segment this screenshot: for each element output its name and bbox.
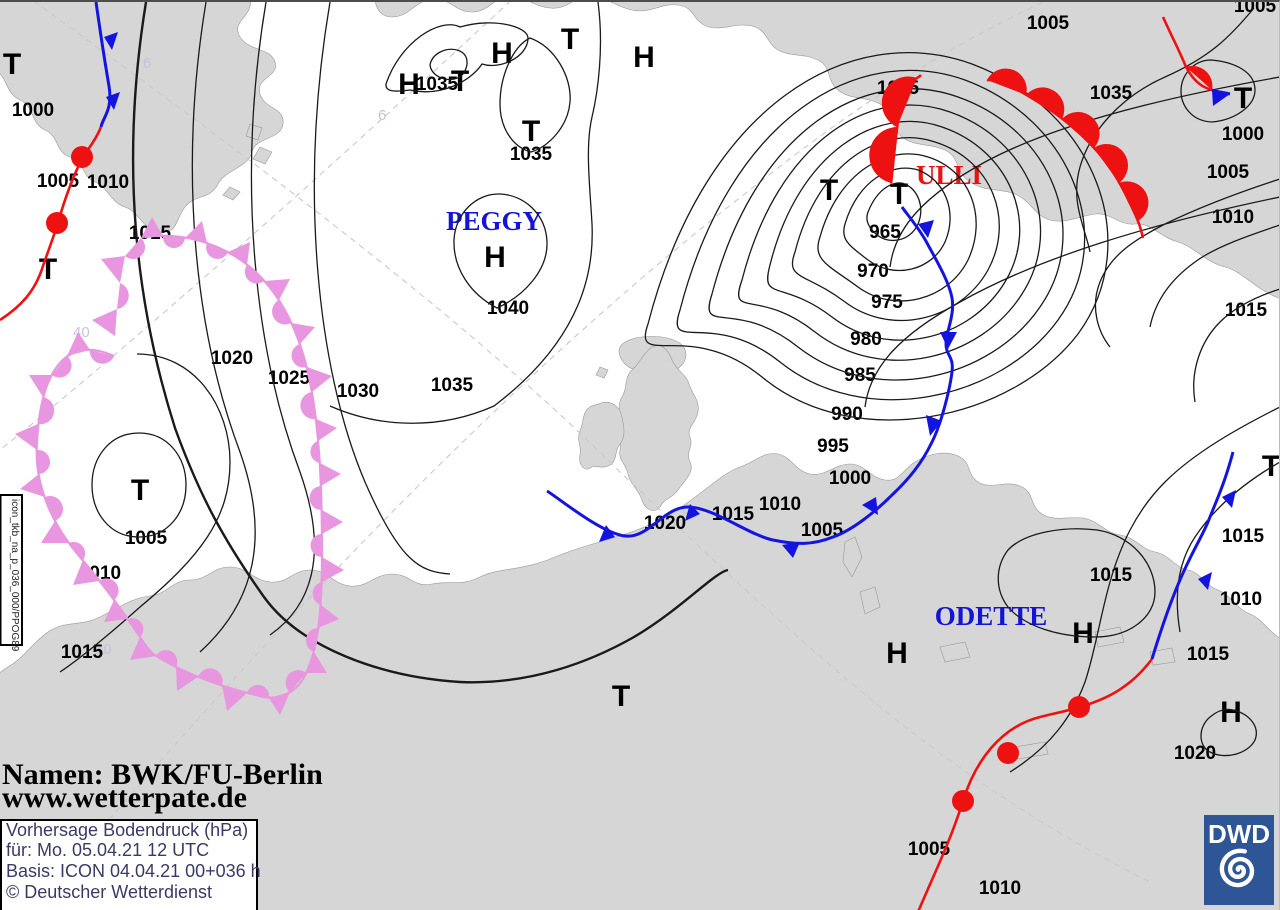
svg-text:6: 6	[143, 55, 151, 72]
svg-text:1040: 1040	[487, 298, 529, 319]
svg-text:T: T	[3, 48, 21, 81]
svg-text:1015: 1015	[1187, 644, 1230, 665]
svg-text:1035: 1035	[510, 144, 553, 165]
svg-text:1010: 1010	[87, 172, 129, 193]
svg-text:1010: 1010	[1220, 589, 1262, 610]
svg-text:1010: 1010	[979, 878, 1021, 899]
svg-text:1020: 1020	[211, 348, 253, 369]
svg-text:H: H	[1220, 696, 1242, 729]
svg-text:1005: 1005	[1234, 2, 1277, 17]
svg-text:T: T	[561, 23, 579, 56]
svg-text:H: H	[886, 637, 908, 670]
svg-text:1005: 1005	[37, 171, 80, 192]
svg-text:1015: 1015	[1222, 526, 1265, 547]
svg-text:980: 980	[850, 329, 882, 350]
svg-text:1000: 1000	[1222, 124, 1264, 145]
svg-text:H: H	[633, 41, 655, 74]
svg-text:H: H	[1072, 617, 1094, 650]
svg-text:975: 975	[871, 292, 903, 313]
svg-text:1010: 1010	[759, 494, 801, 515]
svg-text:ULLI: ULLI	[916, 160, 982, 190]
svg-text:1005: 1005	[1207, 162, 1250, 183]
svg-text:Basis: ICON 04.04.21 00+036 h: Basis: ICON 04.04.21 00+036 h	[6, 861, 261, 881]
svg-text:DWD: DWD	[1208, 819, 1270, 849]
svg-text:© Deutscher Wetterdienst: © Deutscher Wetterdienst	[6, 882, 212, 902]
svg-text:T: T	[820, 174, 838, 207]
svg-text:T: T	[1262, 450, 1280, 483]
svg-text:1000: 1000	[829, 468, 871, 489]
svg-text:1020: 1020	[1174, 743, 1216, 764]
svg-text:1035: 1035	[431, 375, 474, 396]
svg-text:PEGGY: PEGGY	[446, 206, 542, 236]
svg-text:1030: 1030	[337, 381, 379, 402]
svg-text:Vorhersage Bodendruck (hPa): Vorhersage Bodendruck (hPa)	[6, 820, 248, 840]
svg-text:T: T	[131, 474, 149, 507]
svg-text:1015: 1015	[61, 642, 104, 663]
svg-text:ODETTE: ODETTE	[935, 601, 1048, 631]
svg-text:6: 6	[378, 107, 386, 124]
svg-text:1005: 1005	[801, 520, 844, 541]
svg-text:T: T	[612, 680, 630, 713]
svg-text:www.wetterpate.de: www.wetterpate.de	[2, 781, 247, 814]
svg-text:1000: 1000	[12, 100, 54, 121]
svg-text:995: 995	[817, 436, 849, 457]
svg-text:1015: 1015	[1090, 565, 1133, 586]
svg-text:H: H	[484, 241, 506, 274]
svg-text:für: Mo. 05.04.21 12 UTC: für: Mo. 05.04.21 12 UTC	[6, 840, 209, 860]
svg-text:icon_tkb_na_p_036_000/PPOG89: icon_tkb_na_p_036_000/PPOG89	[9, 499, 20, 652]
svg-text:970: 970	[857, 261, 889, 282]
svg-text:1005: 1005	[1027, 13, 1070, 34]
svg-text:990: 990	[831, 404, 863, 425]
